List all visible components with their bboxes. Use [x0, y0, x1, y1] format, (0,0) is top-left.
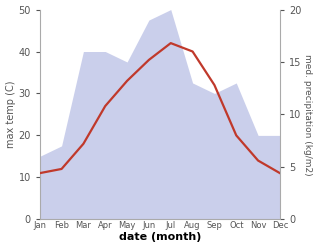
Y-axis label: med. precipitation (kg/m2): med. precipitation (kg/m2)	[303, 54, 313, 175]
X-axis label: date (month): date (month)	[119, 232, 201, 243]
Y-axis label: max temp (C): max temp (C)	[5, 81, 16, 148]
